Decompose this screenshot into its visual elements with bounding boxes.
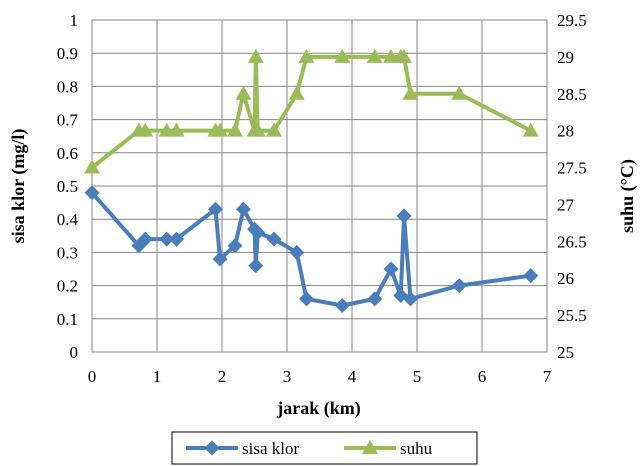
data-point-diamond: [334, 298, 350, 314]
data-point-triangle: [266, 122, 282, 137]
x-tick-label: 1: [153, 367, 162, 386]
y-left-tick-label: 1: [70, 11, 79, 30]
data-point-diamond: [367, 291, 383, 307]
data-point-triangle: [288, 85, 305, 100]
data-point-triangle: [249, 122, 266, 137]
y-left-tick-label: 0.9: [57, 44, 78, 63]
data-point-diamond: [396, 208, 412, 224]
x-tick-label: 7: [543, 367, 552, 386]
data-point-triangle: [137, 122, 154, 137]
y-right-tick-label: 27.5: [557, 159, 587, 178]
y-right-tick-label: 28: [557, 122, 574, 141]
data-point-diamond: [208, 201, 223, 217]
y-left-tick-label: 0.4: [57, 210, 79, 229]
data-point-diamond: [227, 238, 243, 254]
y-left-tick-labels: 0 0.1 0.2 0.3 0.4 0.5 0.6 0.7 0.8 0.9 1: [57, 11, 79, 362]
data-point-triangle: [227, 122, 243, 137]
data-point-triangle: [168, 122, 185, 137]
data-point-diamond: [84, 185, 100, 201]
data-point-triangle: [235, 85, 252, 100]
data-point-diamond: [451, 278, 467, 294]
y-right-tick-label: 25: [557, 343, 574, 362]
legend-label: suhu: [400, 439, 433, 458]
series-layer: [84, 48, 539, 314]
x-tick-label: 5: [413, 367, 422, 386]
data-point-diamond: [266, 231, 282, 247]
data-point-diamond: [137, 231, 153, 247]
x-tick-label: 4: [348, 367, 357, 386]
data-point-triangle: [84, 159, 100, 174]
legend-item: sisa klor: [186, 439, 299, 458]
y-right-tick-label: 25.5: [557, 306, 587, 325]
y-right-tick-label: 29.5: [557, 11, 587, 30]
data-point-diamond: [383, 261, 399, 277]
y-left-tick-label: 0.7: [57, 111, 79, 130]
y-right-axis-title: suhu (°C): [617, 159, 638, 233]
y-right-tick-labels: 25 25.5 26 26.5 27 27.5 28 28.5 29 29.5: [557, 11, 587, 362]
data-point-diamond: [159, 231, 175, 247]
data-point-triangle: [362, 440, 378, 454]
legend: sisa klor suhu: [171, 431, 478, 465]
y-left-axis-title: sisa klor (mg/l): [8, 129, 29, 244]
data-point-triangle: [522, 122, 539, 137]
data-point-triangle: [396, 48, 412, 63]
data-point-triangle: [402, 85, 419, 100]
y-left-tick-label: 0.3: [57, 243, 78, 262]
legend-label: sisa klor: [242, 439, 299, 458]
y-right-tick-label: 29: [557, 48, 574, 67]
x-tick-label: 3: [283, 367, 292, 386]
data-point-diamond: [235, 201, 251, 217]
data-point-triangle: [212, 122, 229, 137]
data-point-diamond: [248, 258, 264, 274]
series-sisa-klor: [84, 185, 539, 314]
x-tick-label: 0: [88, 367, 97, 386]
y-left-tick-label: 0.6: [57, 144, 78, 163]
data-point-diamond: [299, 291, 314, 307]
data-point-diamond: [204, 440, 220, 456]
y-left-tick-label: 0.1: [57, 310, 78, 329]
data-point-triangle: [298, 48, 315, 63]
series-line: [90, 191, 532, 308]
y-left-tick-label: 0.5: [57, 177, 78, 196]
data-point-diamond: [403, 291, 418, 307]
x-tick-label: 6: [478, 367, 487, 386]
data-point-diamond: [289, 244, 305, 260]
y-right-tick-label: 26.5: [557, 232, 587, 251]
x-tick-label: 2: [218, 367, 227, 386]
x-tick-labels: 0 1 2 3 4 5 6 7: [88, 367, 552, 386]
data-point-diamond: [523, 268, 539, 284]
y-left-tick-label: 0.8: [57, 77, 78, 96]
y-right-tick-label: 28.5: [557, 85, 587, 104]
data-point-triangle: [334, 48, 351, 63]
series-line: [90, 54, 532, 170]
y-left-tick-label: 0: [70, 343, 79, 362]
y-right-tick-label: 27: [557, 195, 575, 214]
data-point-diamond: [169, 231, 184, 247]
data-point-diamond: [250, 224, 266, 240]
data-point-triangle: [247, 48, 264, 63]
data-point-triangle: [366, 48, 383, 63]
y-left-tick-label: 0.2: [57, 277, 78, 296]
data-point-triangle: [451, 85, 468, 100]
y-right-tick-label: 26: [557, 269, 574, 288]
x-axis-title: jarak (km): [276, 398, 361, 419]
series-suhu: [84, 48, 539, 174]
data-point-diamond: [212, 251, 228, 267]
legend-item: suhu: [344, 439, 433, 458]
